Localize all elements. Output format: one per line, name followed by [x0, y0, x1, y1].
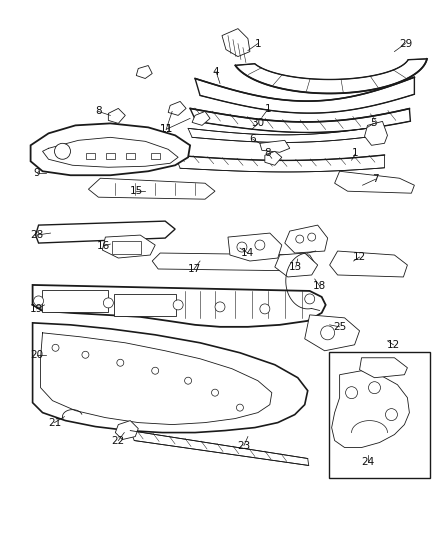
Circle shape	[212, 389, 219, 396]
Circle shape	[152, 367, 159, 374]
Text: 28: 28	[30, 230, 43, 240]
Circle shape	[305, 294, 314, 304]
Circle shape	[368, 382, 381, 394]
Text: 22: 22	[112, 435, 125, 446]
Polygon shape	[228, 233, 282, 261]
Polygon shape	[335, 171, 414, 193]
Text: 17: 17	[187, 264, 201, 274]
Circle shape	[117, 359, 124, 366]
Circle shape	[260, 304, 270, 314]
Circle shape	[237, 404, 244, 411]
Polygon shape	[130, 431, 309, 465]
Text: 1: 1	[254, 38, 261, 49]
Circle shape	[82, 351, 89, 358]
FancyBboxPatch shape	[106, 153, 115, 159]
Text: 12: 12	[387, 340, 400, 350]
Polygon shape	[188, 128, 367, 142]
Polygon shape	[102, 235, 155, 258]
Polygon shape	[88, 178, 215, 199]
Circle shape	[385, 409, 397, 421]
Circle shape	[296, 235, 304, 243]
FancyBboxPatch shape	[42, 290, 108, 312]
Text: 29: 29	[399, 38, 412, 49]
Text: 11: 11	[159, 124, 173, 134]
Circle shape	[173, 300, 183, 310]
Text: 8: 8	[265, 148, 271, 158]
Text: 1: 1	[265, 104, 271, 115]
Polygon shape	[190, 108, 410, 133]
FancyBboxPatch shape	[86, 153, 95, 159]
Polygon shape	[175, 155, 385, 172]
Polygon shape	[332, 371, 410, 448]
Text: 23: 23	[237, 441, 251, 450]
Polygon shape	[168, 101, 186, 116]
Polygon shape	[115, 421, 138, 440]
FancyBboxPatch shape	[114, 294, 176, 316]
Text: 24: 24	[361, 457, 374, 467]
FancyBboxPatch shape	[112, 240, 141, 254]
Polygon shape	[222, 29, 250, 56]
Circle shape	[308, 233, 316, 241]
Polygon shape	[32, 285, 326, 327]
Circle shape	[255, 240, 265, 250]
Text: 25: 25	[333, 322, 346, 332]
Text: 14: 14	[241, 248, 254, 258]
Circle shape	[184, 377, 191, 384]
Polygon shape	[330, 251, 407, 277]
Text: 12: 12	[353, 252, 366, 262]
Polygon shape	[108, 108, 125, 123]
Text: 11: 11	[159, 124, 173, 134]
Text: 21: 21	[48, 417, 61, 427]
Polygon shape	[360, 358, 407, 378]
Text: 30: 30	[251, 118, 265, 128]
Polygon shape	[32, 323, 308, 433]
FancyBboxPatch shape	[151, 153, 160, 159]
Text: 9: 9	[33, 168, 40, 178]
Polygon shape	[192, 111, 210, 125]
Circle shape	[34, 296, 43, 306]
Polygon shape	[275, 253, 318, 277]
Polygon shape	[195, 77, 414, 113]
Circle shape	[237, 242, 247, 252]
Polygon shape	[152, 253, 314, 271]
Circle shape	[54, 143, 71, 159]
Text: 5: 5	[370, 118, 377, 128]
Circle shape	[321, 326, 335, 340]
Circle shape	[346, 386, 357, 399]
Polygon shape	[35, 221, 175, 243]
Polygon shape	[136, 66, 152, 78]
FancyBboxPatch shape	[126, 153, 135, 159]
Polygon shape	[235, 59, 427, 93]
Text: 8: 8	[95, 107, 102, 116]
Text: 20: 20	[30, 350, 43, 360]
Text: 1: 1	[352, 148, 359, 158]
Circle shape	[52, 344, 59, 351]
Text: 13: 13	[289, 262, 302, 272]
Text: 7: 7	[372, 174, 379, 184]
Polygon shape	[260, 140, 290, 152]
Polygon shape	[305, 315, 360, 351]
Circle shape	[103, 298, 113, 308]
Polygon shape	[31, 123, 190, 175]
Polygon shape	[364, 122, 388, 146]
Text: 15: 15	[130, 186, 143, 196]
Text: 6: 6	[250, 134, 256, 144]
Polygon shape	[285, 225, 328, 253]
FancyBboxPatch shape	[328, 352, 430, 479]
Text: 16: 16	[97, 241, 110, 251]
Text: 4: 4	[213, 67, 219, 77]
Text: 19: 19	[30, 304, 43, 314]
Polygon shape	[265, 151, 282, 165]
Text: 18: 18	[313, 281, 326, 291]
Circle shape	[215, 302, 225, 312]
